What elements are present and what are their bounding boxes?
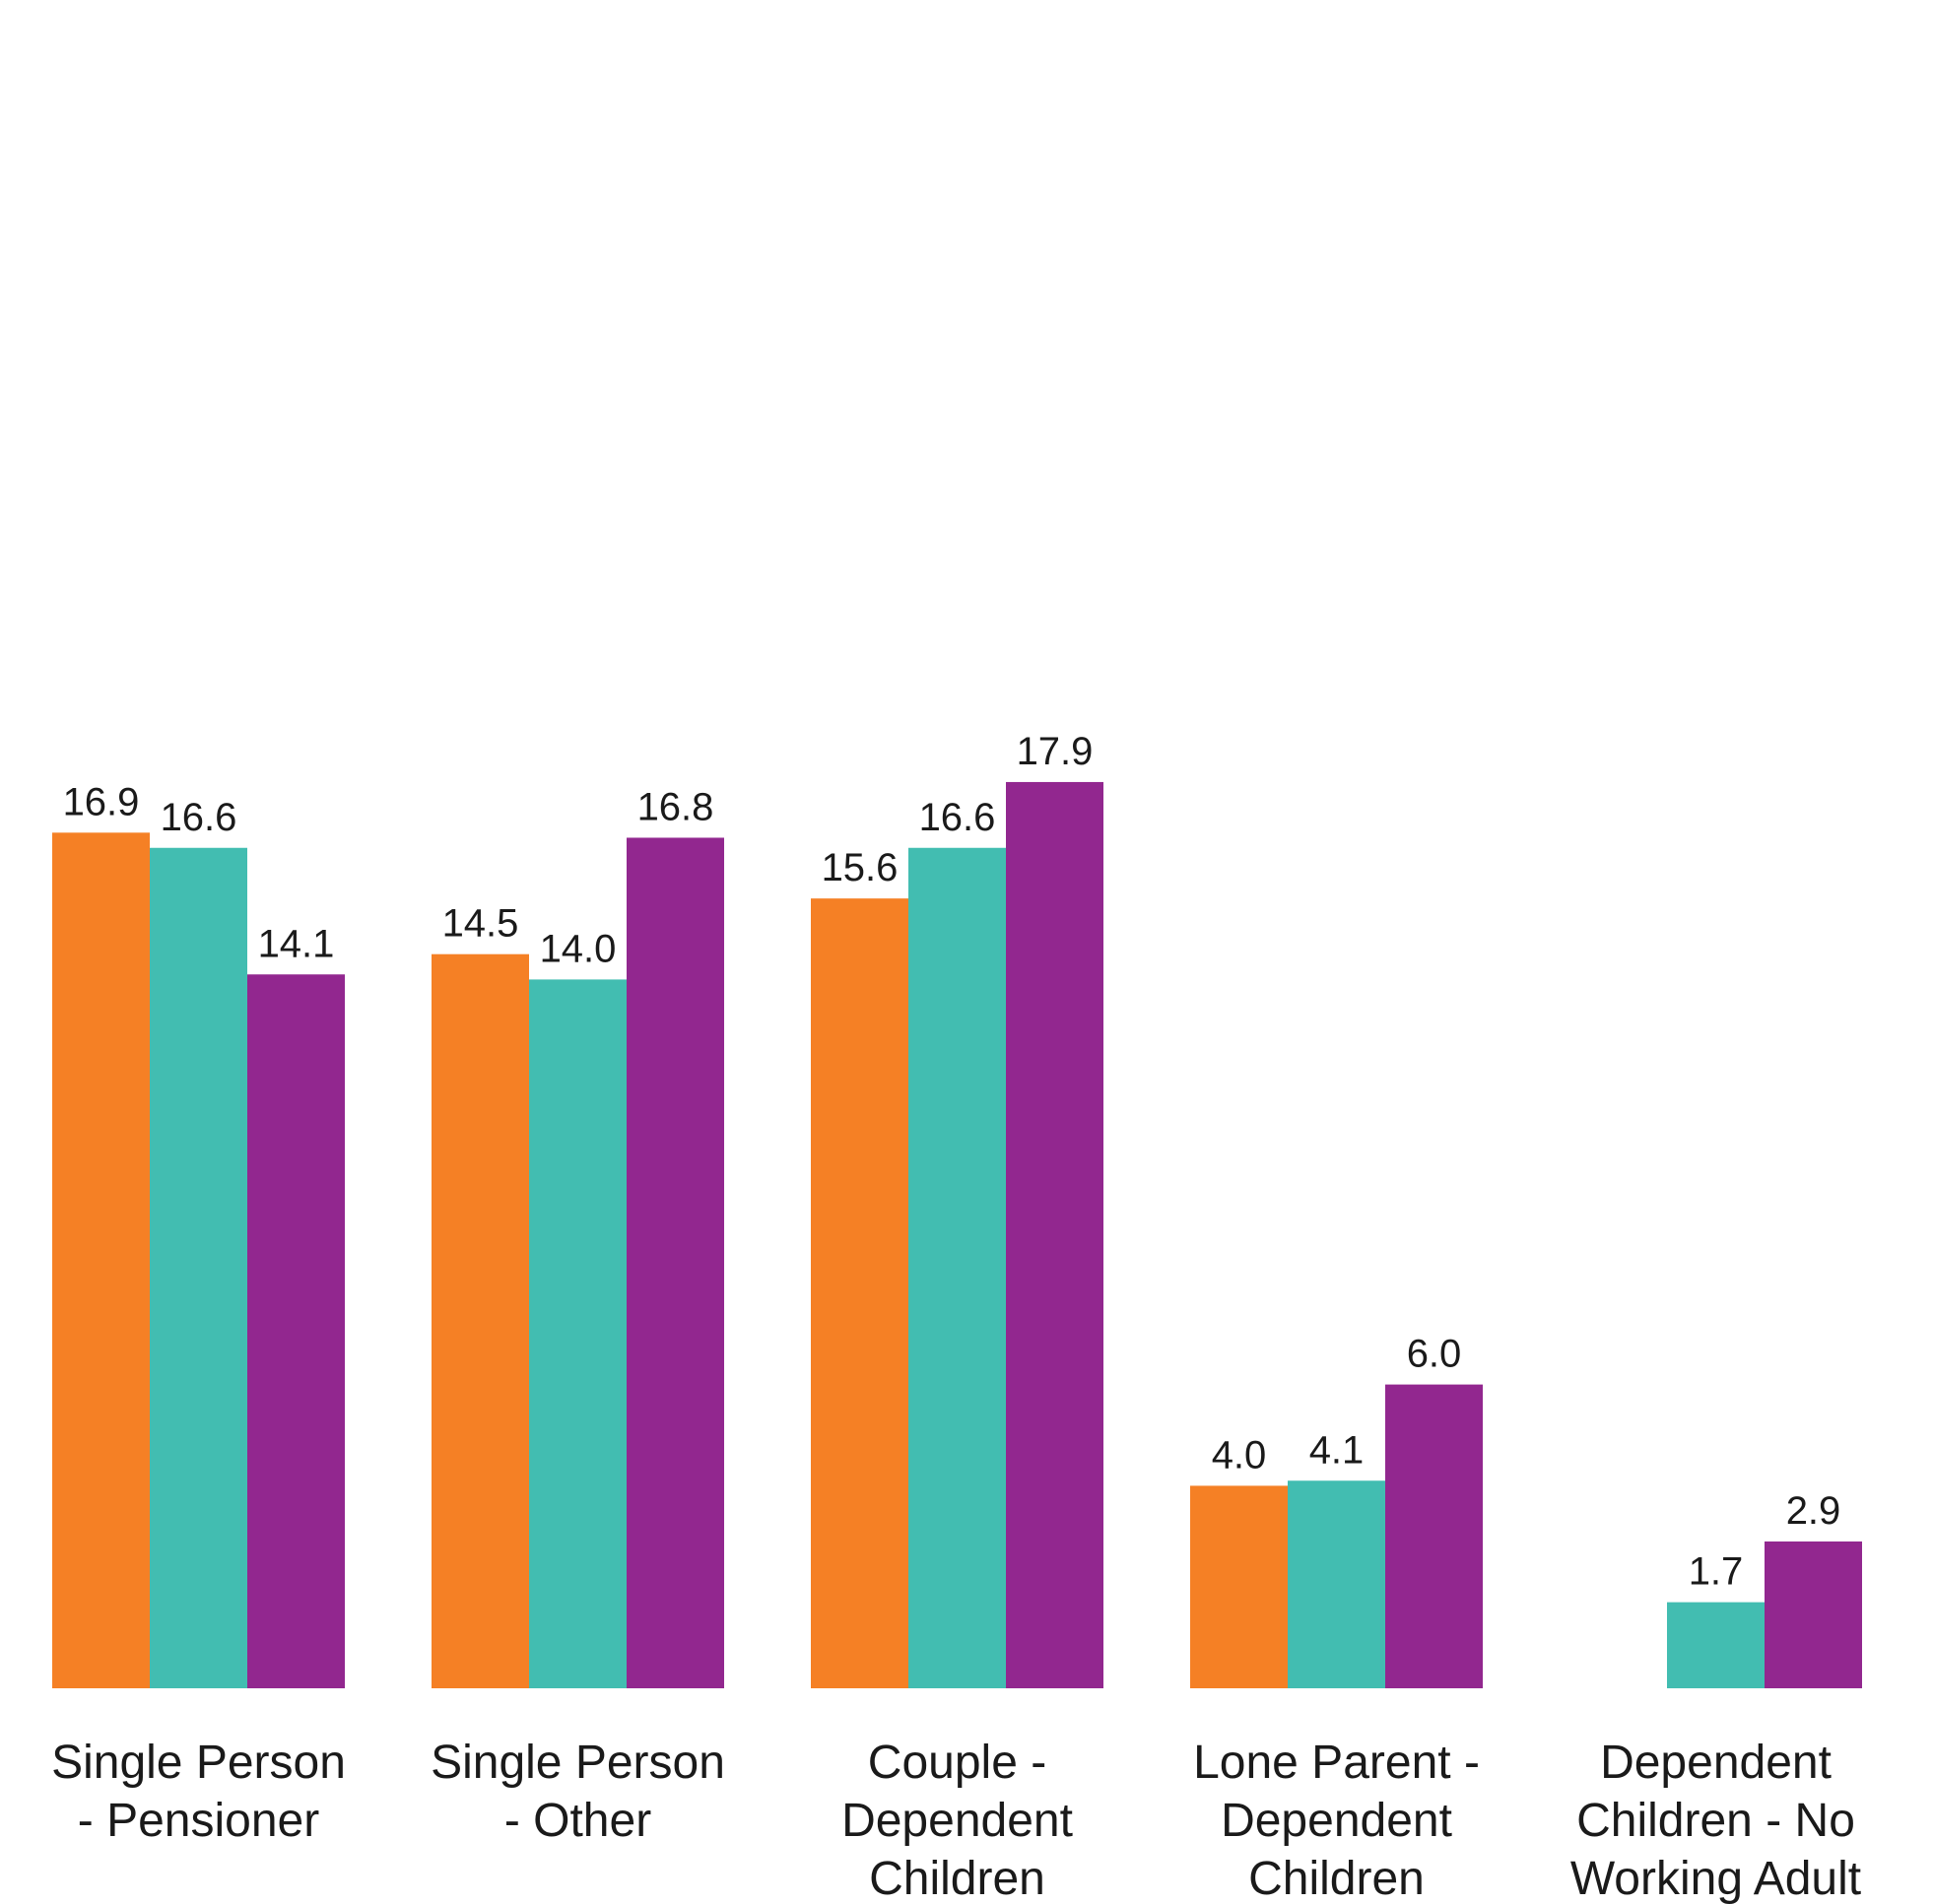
- bar: [1765, 1541, 1862, 1688]
- category-tick-label-line: Children: [869, 1853, 1045, 1904]
- bar: [1385, 1384, 1483, 1688]
- category-tick-label: Lone Parent - Dependent Children: [1193, 1737, 1480, 1904]
- category-tick-label: Dependent Children - No Working Adult: [1570, 1737, 1861, 1904]
- data-label: 16.6: [919, 796, 996, 839]
- data-label: 6.0: [1407, 1333, 1462, 1376]
- category-tick-label-line: Single Person: [431, 1737, 725, 1789]
- category-tick-label-line: Dependent: [1221, 1795, 1452, 1847]
- data-label: 1.7: [1689, 1550, 1744, 1594]
- data-label: 4.1: [1309, 1428, 1365, 1472]
- category-tick-label: Single Person - Other: [431, 1737, 725, 1847]
- category-tick-label: Single Person - Pensioner: [51, 1737, 346, 1847]
- bar: [811, 898, 908, 1688]
- bar: [1667, 1602, 1765, 1688]
- data-label: 16.9: [63, 780, 140, 823]
- category-tick-label-line: Lone Parent -: [1193, 1737, 1480, 1789]
- category-tick-label-line: - Other: [504, 1795, 651, 1847]
- bar: [627, 837, 724, 1688]
- bar: [150, 847, 247, 1688]
- data-label: 14.5: [442, 902, 519, 946]
- category-tick-label-line: Children - No: [1576, 1795, 1855, 1847]
- category-labels-layer: Single Person - Pensioner Single Person - O…: [51, 1737, 1861, 1904]
- bar: [247, 974, 345, 1688]
- category-tick-label-line: Couple -: [868, 1737, 1046, 1789]
- data-label: 14.0: [540, 927, 617, 970]
- data-label: 15.6: [822, 846, 899, 889]
- bar: [529, 979, 627, 1688]
- bar: [908, 847, 1006, 1688]
- data-label: 2.9: [1786, 1489, 1841, 1533]
- category-tick-label-line: Children: [1248, 1853, 1425, 1904]
- category-tick-label-line: Dependent: [841, 1795, 1073, 1847]
- data-label: 4.0: [1212, 1433, 1267, 1477]
- bar: [1190, 1485, 1288, 1688]
- bar: [1006, 781, 1103, 1688]
- data-label: 16.8: [637, 785, 714, 828]
- data-label: 17.9: [1017, 730, 1094, 773]
- bar: [52, 832, 150, 1688]
- category-tick-label-line: Single Person: [51, 1737, 346, 1789]
- bar: [432, 953, 529, 1688]
- data-label: 14.1: [258, 922, 335, 965]
- data-label: 16.6: [161, 796, 237, 839]
- bar: [1288, 1480, 1385, 1688]
- category-tick-label-line: Working Adult: [1570, 1853, 1861, 1904]
- bars-layer: [52, 781, 1862, 1688]
- category-tick-label: Couple - Dependent Children: [841, 1737, 1073, 1904]
- value-labels-layer: 16.9 16.6 14.1 14.5 14.0 16.8 15.6 16.6 17.9 4.0 4…: [63, 730, 1841, 1594]
- category-tick-label-line: - Pensioner: [78, 1795, 319, 1847]
- category-tick-label-line: Dependent: [1600, 1737, 1832, 1789]
